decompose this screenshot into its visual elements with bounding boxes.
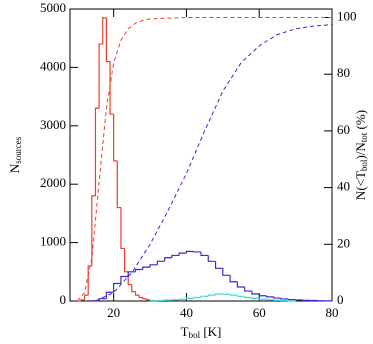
histogram-step: [105, 17, 111, 63]
histogram-step: [178, 252, 187, 256]
y-axis-label: Nsources: [7, 136, 23, 173]
histogram-step: [120, 207, 125, 250]
y2-axis-label-part: tot: [359, 132, 369, 142]
histogram-step: [200, 295, 209, 298]
y2-axis-label-part: (%): [353, 110, 368, 133]
histogram-step: [113, 282, 121, 293]
x-tick-label: 80: [326, 305, 339, 320]
y2-tick-label: 100: [337, 8, 357, 23]
histogram-step: [171, 254, 180, 258]
histogram-step: [98, 43, 103, 109]
plot-frame: [69, 8, 333, 302]
histogram-step: [156, 260, 165, 265]
histogram-step: [214, 261, 223, 269]
histogram-step: [258, 293, 267, 297]
y-tick-label: 4000: [40, 58, 66, 73]
histogram-step: [258, 298, 267, 300]
histogram-step: [149, 264, 158, 268]
y2-axis-label-part: bol: [359, 159, 369, 171]
y-tick-label: 3000: [40, 117, 66, 132]
histogram-step: [131, 284, 136, 293]
histogram-step: [94, 107, 100, 196]
histogram-step: [142, 266, 151, 270]
y2-tick-label: 80: [337, 65, 350, 80]
x-axis-label-part: T: [181, 324, 189, 339]
y-tick-label: 2000: [40, 175, 66, 190]
histogram-step: [207, 255, 216, 262]
histogram-step: [80, 299, 85, 301]
histogram-step: [109, 61, 114, 115]
y2-axis-label-part: N(<T: [353, 171, 368, 200]
histogram-step: [251, 291, 260, 295]
y2-axis-label: N(<Tbol)/Ntot (%): [353, 110, 369, 200]
y2-tick-label: 20: [337, 235, 350, 250]
y-tick-label: 1000: [40, 234, 66, 249]
histogram-step: [207, 294, 216, 297]
histogram-step: [134, 291, 140, 296]
y2-tick-label: 0: [337, 292, 344, 307]
histogram-step: [193, 296, 201, 299]
histogram-step: [265, 295, 274, 298]
histogram-step: [244, 286, 252, 292]
cumulative-line: [95, 24, 333, 302]
y-axis-label-part: sources: [13, 136, 23, 163]
histogram-step: [134, 268, 143, 272]
x-axis-label: Tbol [K]: [181, 324, 222, 340]
x-axis-label-part: bol: [189, 330, 201, 340]
histogram-step: [229, 294, 238, 296]
histogram-step: [105, 291, 114, 299]
histogram-step: [87, 265, 92, 296]
histogram-step: [116, 160, 121, 209]
histogram-step: [193, 251, 201, 253]
y2-tick-label: 40: [337, 179, 350, 194]
x-tick-label: 60: [253, 305, 266, 320]
histogram-step: [185, 250, 194, 254]
histogram-step: [287, 298, 296, 301]
y-tick-label: 5000: [40, 0, 66, 15]
histogram-step: [214, 293, 223, 296]
x-tick-label: 20: [107, 305, 120, 320]
histogram-step: [265, 299, 274, 301]
histogram-step: [113, 114, 118, 162]
histogram-step: [178, 298, 187, 300]
histogram-step: [142, 297, 147, 300]
histogram-step: [236, 281, 245, 288]
x-tick-label: 40: [180, 305, 193, 320]
y2-tick-label: 60: [337, 122, 350, 137]
histogram-step: [200, 251, 209, 257]
y-axis-label-part: N: [7, 163, 22, 173]
histogram-step: [102, 17, 107, 45]
y-tick-label: 0: [60, 292, 67, 307]
histogram-step: [98, 298, 107, 301]
histogram-step: [244, 296, 252, 299]
y2-axis-label-part: )/N: [353, 142, 368, 160]
histogram-step: [138, 295, 143, 299]
histogram-step: [83, 294, 89, 300]
histogram-step: [91, 195, 96, 266]
histogram-step: [251, 297, 260, 299]
histogram-step: [127, 271, 136, 277]
histogram-step: [273, 296, 282, 299]
histogram-step: [280, 298, 289, 300]
histogram-step: [185, 297, 194, 300]
histogram-step: [164, 257, 172, 262]
histogram-step: [120, 275, 129, 284]
histogram-step: [236, 295, 245, 297]
cumulative-line: [76, 17, 332, 302]
histogram-step: [123, 248, 129, 273]
histogram-step: [222, 268, 231, 276]
x-axis-label-part: [K]: [200, 324, 221, 339]
histogram-step: [145, 298, 151, 301]
histogram-step: [229, 275, 238, 283]
